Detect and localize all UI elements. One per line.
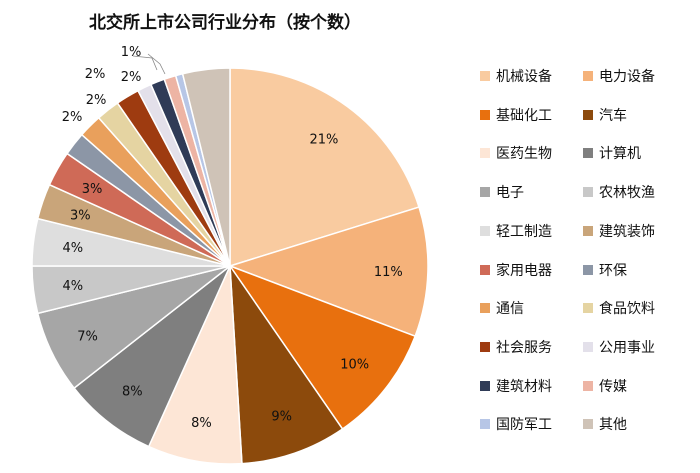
slice-label: 8% [191, 416, 212, 431]
slice-label: 7% [77, 329, 98, 344]
slice-label: 8% [122, 385, 143, 400]
pie-slice [228, 264, 417, 430]
legend-label: 环保 [599, 262, 627, 279]
legend-item: 建筑材料 [480, 376, 552, 396]
legend-label: 建筑材料 [496, 378, 552, 395]
legend-item: 环保 [583, 260, 627, 280]
pie-slice [229, 67, 420, 268]
legend-swatch [480, 264, 490, 275]
legend-label: 食品饮料 [599, 301, 655, 318]
legend-item: 食品饮料 [583, 298, 655, 318]
slice-label: 21% [309, 132, 338, 147]
legend-swatch [480, 419, 490, 430]
slice-label: 11% [374, 265, 403, 280]
legend-swatch [480, 303, 490, 314]
legend-item: 机械设备 [480, 66, 552, 86]
legend-swatch [583, 419, 593, 430]
legend-swatch [583, 71, 593, 81]
legend-swatch [583, 109, 593, 120]
slice-label: 2% [121, 70, 142, 85]
legend-label: 国防军工 [496, 417, 552, 434]
slice-label: 1% [121, 45, 142, 60]
legend-label: 汽车 [599, 107, 627, 124]
legend-label: 建筑装饰 [599, 223, 655, 240]
legend-label: 传媒 [599, 378, 627, 395]
legend-item: 农林牧渔 [583, 182, 655, 202]
pie-chart: 21%11%10%9%8%8%7%4%4%3%3%2%2%2% 2%1% [31, 45, 429, 465]
legend-item: 传媒 [583, 376, 627, 396]
legend-item: 建筑装饰 [583, 221, 655, 241]
legend-label: 通信 [496, 301, 524, 318]
legend-swatch [583, 148, 593, 159]
pie-slice [229, 263, 344, 465]
legend-swatch [583, 341, 593, 352]
legend-swatch [480, 71, 490, 81]
slice-label: 3% [82, 182, 103, 197]
legend-label: 其他 [599, 417, 627, 434]
legend-swatch [480, 380, 490, 391]
legend-item: 通信 [480, 298, 524, 318]
chart-title: 北交所上市公司行业分布（按个数） [89, 13, 361, 33]
legend-label: 社会服务 [496, 339, 552, 356]
leader-line [147, 53, 166, 75]
legend-swatch [480, 148, 490, 159]
legend-swatch [480, 225, 490, 236]
legend-label: 计算机 [599, 146, 641, 163]
legend-item: 基础化工 [480, 105, 552, 125]
legend-swatch [480, 187, 490, 198]
slice-label: 3% [70, 208, 91, 223]
legend-item: 电子 [480, 182, 524, 202]
legend-swatch [480, 341, 490, 352]
legend-item: 电力设备 [583, 66, 655, 86]
legend-swatch [583, 187, 593, 198]
slice-label: 4% [62, 279, 83, 294]
legend-item: 社会服务 [480, 337, 552, 357]
pie-slice [73, 265, 231, 448]
legend-label: 电子 [496, 185, 524, 202]
legend-item: 家用电器 [480, 260, 552, 280]
legend-item: 汽车 [583, 105, 627, 125]
slice-label: 10% [340, 358, 369, 373]
legend-label: 基础化工 [496, 107, 552, 124]
legend-item: 轻工制造 [480, 221, 552, 241]
slice-label: 2% [85, 67, 106, 82]
legend-swatch [583, 225, 593, 236]
legend-item: 公用事业 [583, 337, 655, 357]
legend-label: 机械设备 [496, 69, 552, 85]
legend-item: 医药生物 [480, 143, 552, 163]
legend-label: 电力设备 [599, 69, 655, 85]
legend-item: 计算机 [583, 143, 641, 163]
legend-label: 医药生物 [496, 146, 552, 163]
legend-swatch [583, 380, 593, 391]
leader-line [132, 55, 158, 71]
pie-slice [227, 206, 429, 338]
slice-label: 4% [62, 241, 83, 256]
slice-label: 9% [271, 410, 292, 425]
legend-label: 公用事业 [599, 339, 655, 356]
legend-label: 农林牧渔 [599, 185, 655, 202]
legend-label: 轻工制造 [496, 223, 552, 240]
pie-slice [147, 265, 243, 465]
legend-swatch [480, 109, 490, 120]
legend-swatch [583, 303, 593, 314]
slice-label: 2% [62, 110, 83, 125]
legend-item: 国防军工 [480, 414, 552, 434]
pie-slice [181, 67, 231, 267]
legend-item: 其他 [583, 414, 627, 434]
slice-label: 2% [86, 93, 107, 108]
legend-label: 家用电器 [496, 262, 552, 279]
legend-swatch [583, 264, 593, 275]
